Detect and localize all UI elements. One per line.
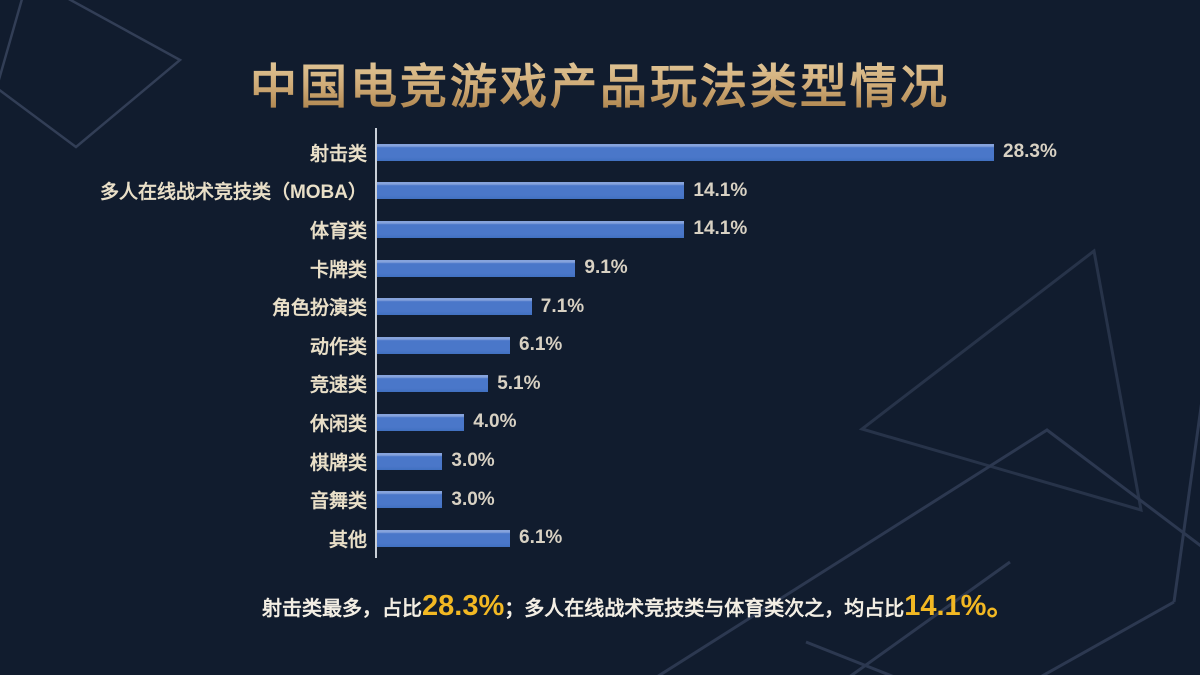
caption-text: ；多人在线战术竞技类与体育类次之，均占比 [504, 598, 905, 620]
chart-row: 其他 6.1% [0, 519, 1200, 558]
category-label: 音舞类 [309, 491, 367, 513]
chart-row: 射击类 28.3% [0, 133, 1200, 172]
caption-highlight: 14.1%。 [904, 590, 1016, 622]
category-label: 卡牌类 [309, 259, 367, 281]
bar [377, 336, 510, 354]
category-label: 休闲类 [309, 413, 367, 435]
category-label: 竞速类 [309, 375, 367, 397]
bar [377, 452, 443, 470]
axis-baseline [375, 128, 377, 558]
value-label: 14.1% [693, 218, 748, 240]
bar-wrap: 3.0% [377, 450, 495, 472]
category-label: 体育类 [309, 220, 367, 242]
chart-row: 角色扮演类 7.1% [0, 287, 1200, 326]
value-label: 9.1% [584, 257, 628, 279]
value-label: 14.1% [693, 179, 748, 201]
caption-highlight: 28.3% [422, 590, 505, 622]
chart-row: 动作类 6.1% [0, 326, 1200, 365]
bar-wrap: 9.1% [377, 257, 628, 279]
bar-wrap: 3.0% [377, 489, 495, 511]
bar-wrap: 28.3% [377, 141, 1057, 163]
category-label: 动作类 [309, 336, 367, 358]
bar [377, 375, 489, 393]
value-label: 7.1% [540, 295, 585, 317]
bar [377, 529, 510, 547]
bar-wrap: 14.1% [377, 218, 747, 240]
bar-wrap: 6.1% [377, 334, 562, 356]
bar-wrap: 6.1% [377, 527, 562, 549]
summary-caption: 射击类最多，占比 28.3% ；多人在线战术竞技类与体育类次之，均占比 14.1… [262, 582, 1015, 624]
bar [377, 491, 443, 509]
bar [377, 413, 465, 431]
value-label: 3.0% [451, 450, 495, 472]
chart-row: 棋牌类 3.0% [0, 442, 1200, 481]
bar [377, 143, 994, 161]
value-label: 5.1% [497, 372, 541, 394]
value-label: 6.1% [519, 527, 563, 549]
chart-row: 休闲类 4.0% [0, 403, 1200, 442]
category-label: 射击类 [309, 143, 367, 165]
bar [377, 182, 685, 200]
bar-wrap: 14.1% [377, 180, 747, 202]
chart-row: 多人在线战术竞技类（MOBA） 14.1% [0, 172, 1200, 211]
bar [377, 259, 576, 277]
bar-wrap: 5.1% [377, 373, 541, 395]
caption-text: 射击类最多，占比 [262, 598, 422, 620]
value-label: 4.0% [473, 411, 517, 433]
category-label: 多人在线战术竞技类（MOBA） [99, 182, 367, 204]
category-label: 其他 [328, 529, 367, 551]
bar-wrap: 4.0% [377, 411, 517, 433]
chart-title: 中国电竞游戏产品玩法类型情况 [0, 48, 1200, 117]
value-label: 3.0% [451, 488, 495, 510]
chart-row: 竞速类 5.1% [0, 365, 1200, 404]
chart-row: 音舞类 3.0% [0, 480, 1200, 519]
value-label: 28.3% [1003, 141, 1057, 163]
value-label: 6.1% [519, 334, 563, 356]
chart-row: 卡牌类 9.1% [0, 249, 1200, 288]
bar [377, 298, 532, 316]
chart-row: 体育类 14.1% [0, 210, 1200, 249]
category-label: 角色扮演类 [271, 298, 367, 320]
bar-chart: 射击类 28.3% 多人在线战术竞技类（MOBA） 14.1% 体育类 14.1… [0, 133, 1200, 558]
category-label: 棋牌类 [309, 452, 367, 474]
bar [377, 220, 685, 238]
bar-wrap: 7.1% [377, 296, 584, 318]
